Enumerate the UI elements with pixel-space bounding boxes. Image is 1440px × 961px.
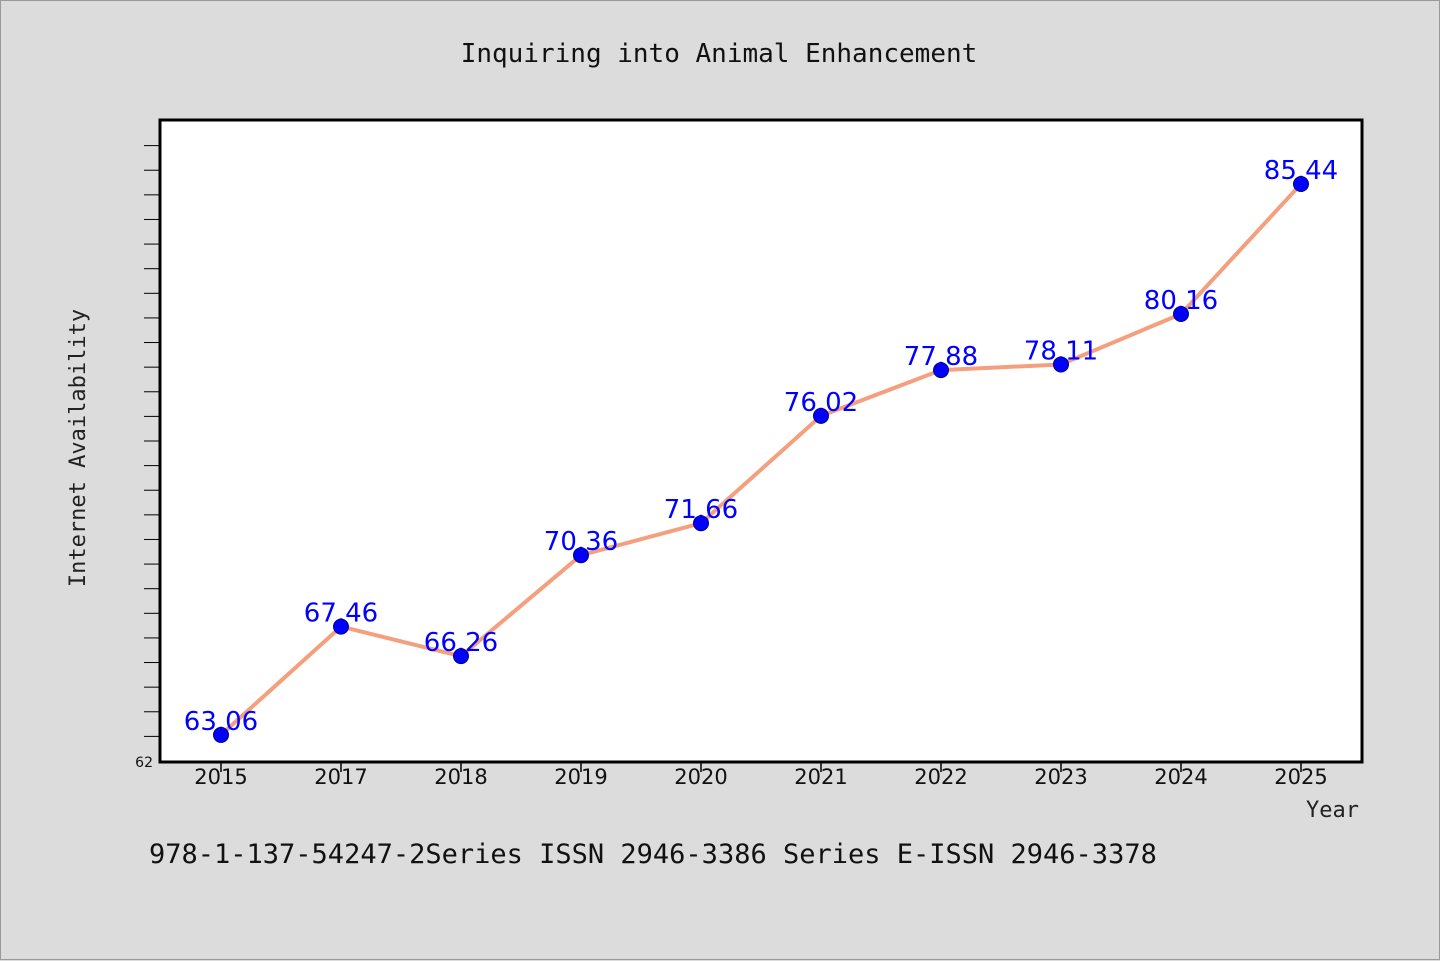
data-point [213,726,229,743]
chart-title: Inquiring into Animal Enhancement [461,39,978,69]
data-point [1293,176,1309,193]
x-tick-label: 2021 [794,765,847,789]
data-point [333,618,349,635]
data-point [573,547,589,564]
x-tick-label: 2025 [1274,765,1327,789]
y-axis-label: Internet Availability [66,309,91,587]
plot-area [158,118,1364,764]
series-line [219,182,1303,737]
x-tick-label: 2019 [554,765,607,789]
x-tick-label: 2017 [314,765,367,789]
x-tick-label: 2015 [194,765,247,789]
x-axis-label: Year [1306,798,1359,823]
x-tick-label: 2023 [1034,765,1087,789]
x-tick-label: 2020 [674,765,727,789]
x-tick-label: 2022 [914,765,967,789]
footer-isbn-issn: 978-1-137-54247-2Series ISSN 2946-3386 S… [149,839,1157,870]
y-tick-label-min: 62 [135,755,153,771]
data-point [1173,305,1189,322]
data-point [813,407,829,424]
y-axis-ticks [144,145,160,737]
x-tick-label: 2024 [1154,765,1207,789]
data-point [1053,356,1069,373]
x-axis-ticks [220,762,1302,772]
data-point [933,362,949,379]
data-point [693,515,709,532]
x-tick-label: 2018 [434,765,487,789]
data-markers [213,176,1309,743]
x-axis-tick-labels: 2015 2017 2018 2019 2020 2021 2022 2023 2024 2025 [194,765,1327,789]
data-point [453,648,469,665]
